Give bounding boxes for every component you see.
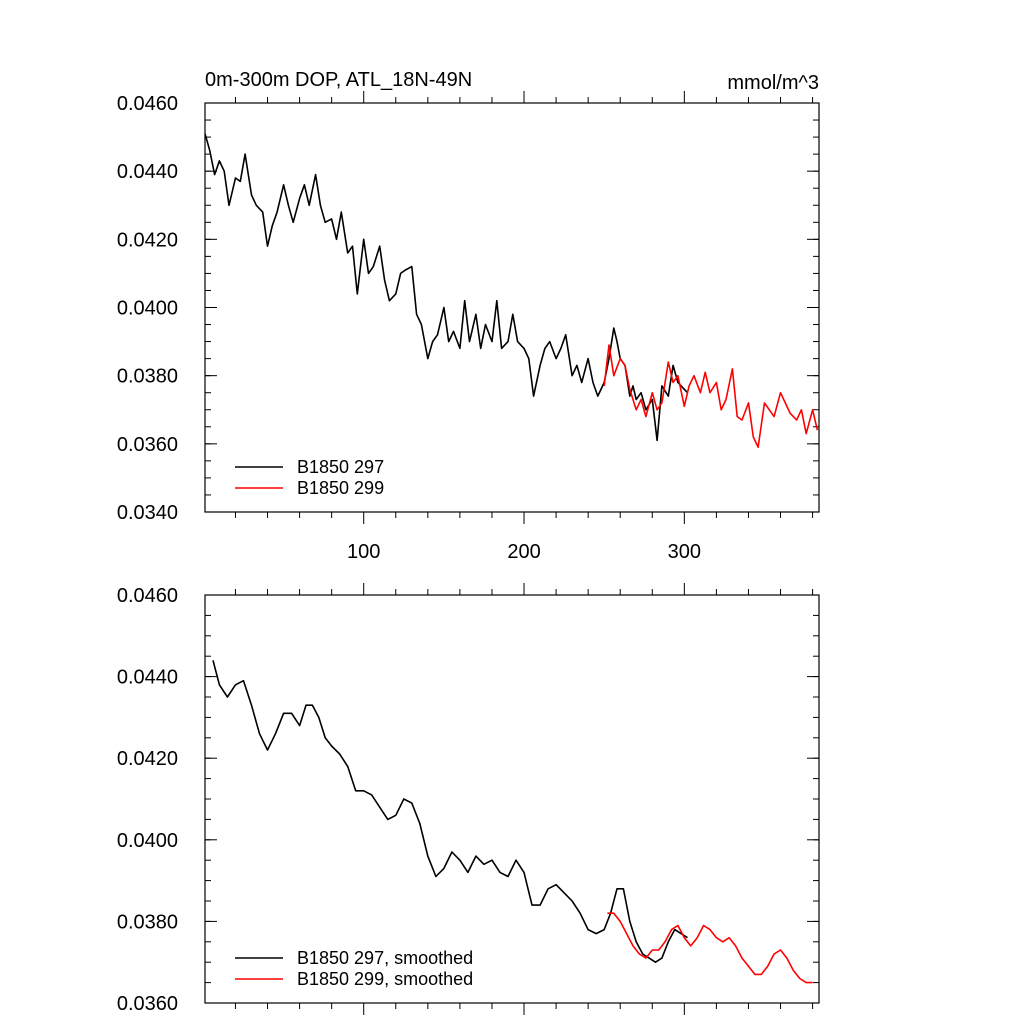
panel2-series-2-line [607,912,813,984]
panel1-y-tick-label: 0.0340 [117,502,178,524]
panel2-y-tick-label: 0.0440 [117,667,178,689]
panel2-y-tick-label: 0.0380 [117,911,178,933]
panel1-legend-label-2: B1850 299 [297,478,384,498]
panel1-series-1-line [204,133,689,442]
panel1-chart-title: 0m-300m DOP, ATL_18N-49N [205,69,472,91]
panel2-series-1-line [212,660,688,964]
panel1-plot-frame [204,102,820,513]
panel2-legend-label-2: B1850 299, smoothed [297,969,473,989]
panel1-series-2-line [603,344,819,449]
panel2-y-tick-label: 0.0360 [117,993,178,1015]
panel2-y-tick-label: 0.0400 [117,830,178,852]
panel2-y-tick-label: 0.0460 [117,585,178,607]
panel1-y-tick-label: 0.0460 [117,93,178,115]
panel1-y-tick-label: 0.0380 [117,366,178,388]
panel1-y-tick-label: 0.0360 [117,434,178,456]
panel2-legend-label-1: B1850 297, smoothed [297,948,473,968]
panel1-x-tick-label: 200 [507,541,540,563]
panel1-x-tick-label: 300 [668,541,701,563]
panel1-x-tick-label: 100 [347,541,380,563]
panel1-y-tick-label: 0.0440 [117,161,178,183]
panel2-plot-frame [204,594,820,1004]
panel2-y-tick-label: 0.0420 [117,748,178,770]
panel1-y-tick-label: 0.0400 [117,298,178,320]
panel1-legend-label-1: B1850 297 [297,457,384,477]
panel1-y-tick-label: 0.0420 [117,229,178,251]
panel1-units-label: mmol/m^3 [727,72,819,94]
